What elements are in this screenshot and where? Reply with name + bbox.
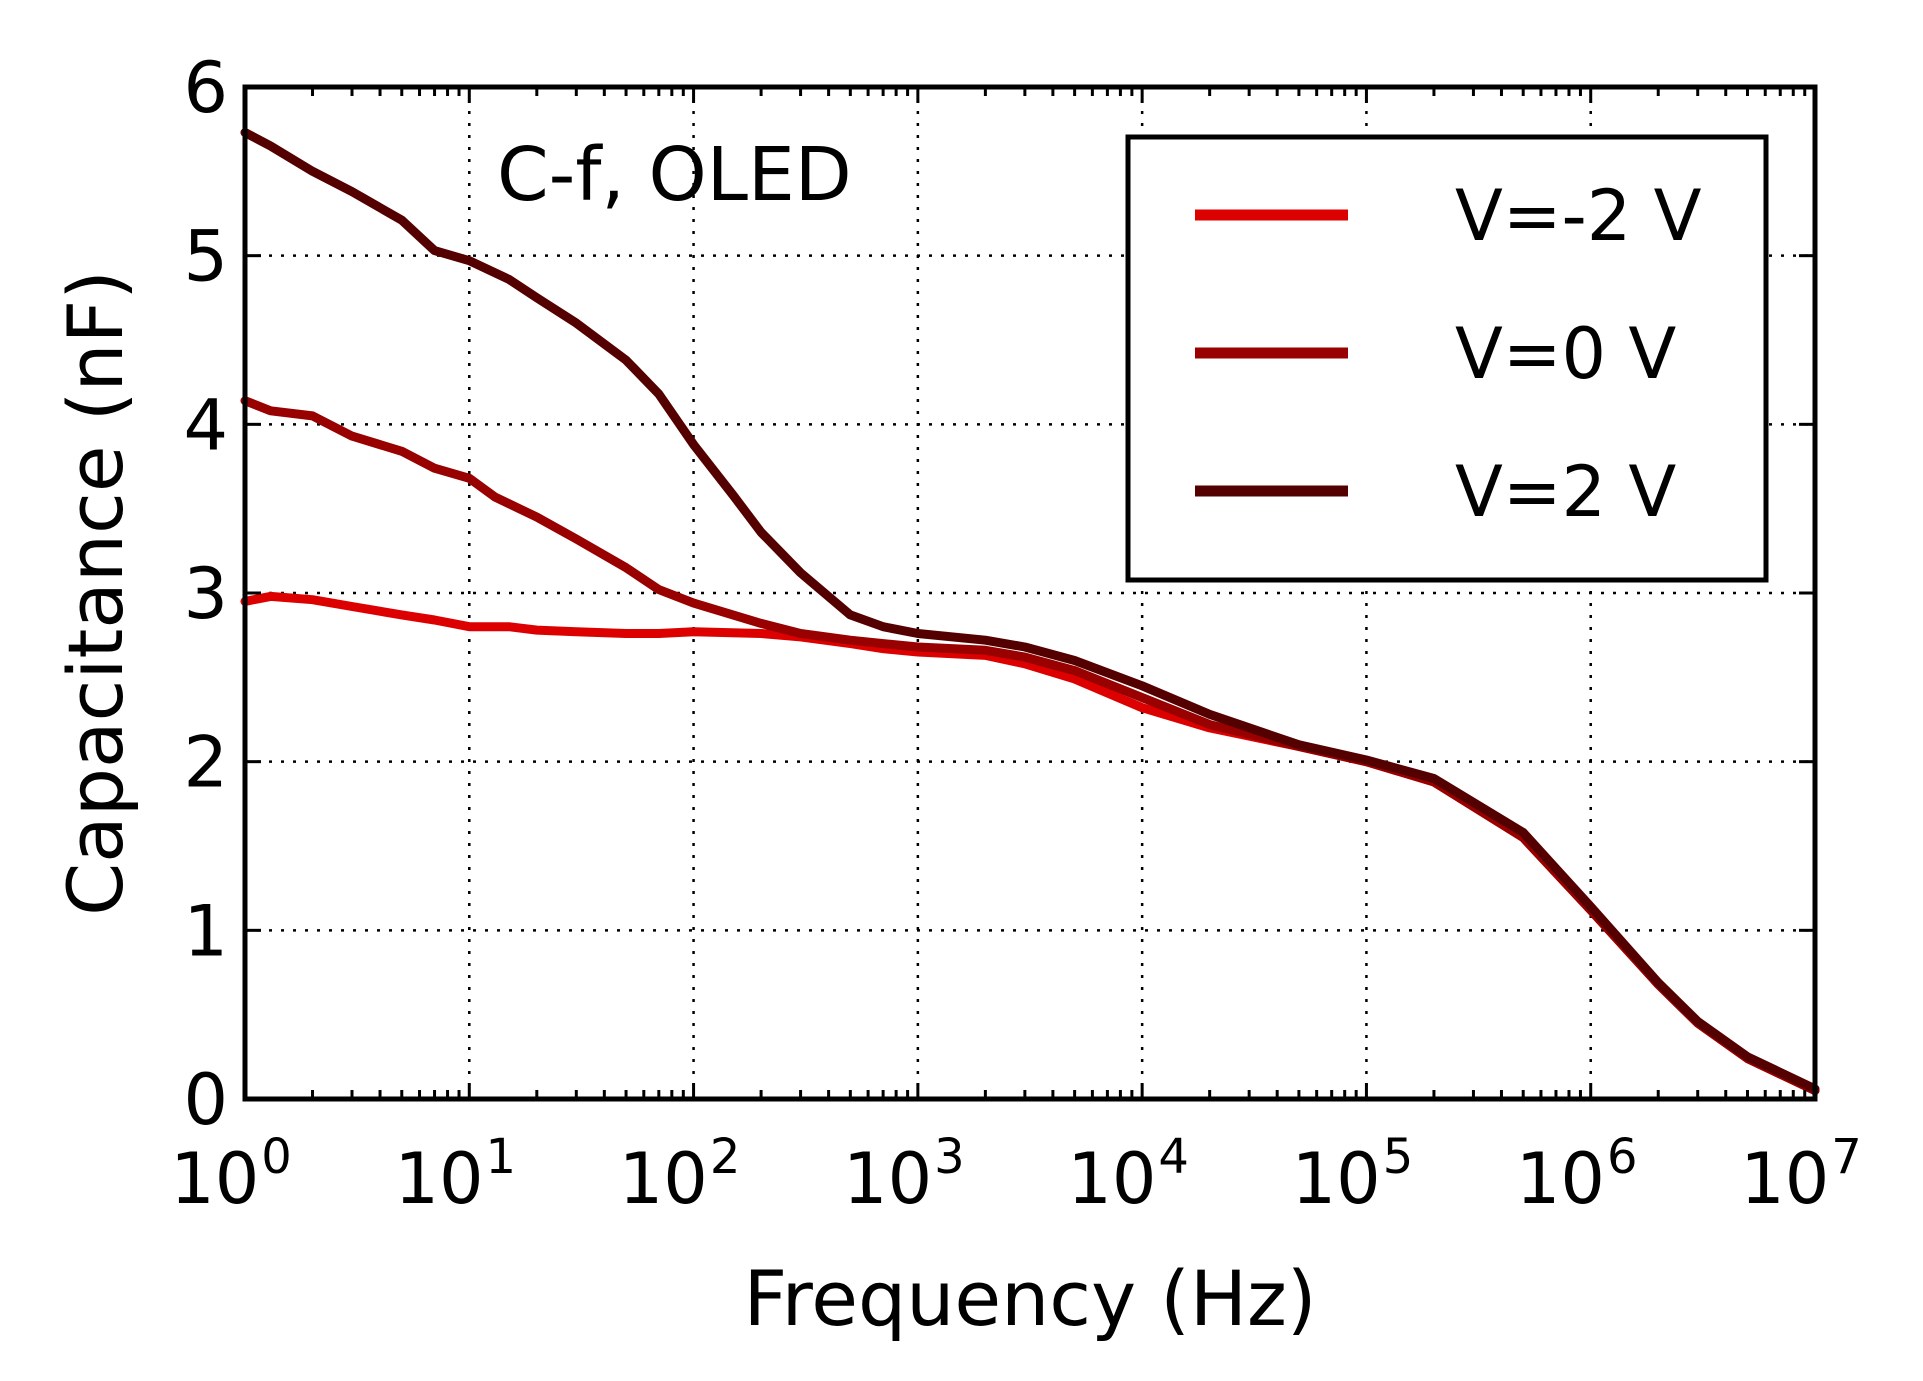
x-tick-exponent: 0	[261, 1129, 292, 1185]
x-tick-label: 100	[170, 1129, 292, 1220]
x-tick-label: 107	[1740, 1129, 1862, 1220]
axis-ticks	[243, 85, 1817, 1101]
series-line-2	[240, 128, 1820, 1094]
legend-label-0: V=-2 V	[1455, 175, 1702, 257]
chart-annotation: C-f, OLED	[497, 132, 852, 218]
x-tick-exponent: 4	[1158, 1129, 1189, 1185]
y-tick-label: 2	[183, 722, 228, 804]
legend-label-2: V=2 V	[1455, 451, 1676, 533]
x-tick-base: 10	[1516, 1138, 1605, 1220]
x-tick-exponent: 7	[1831, 1129, 1862, 1185]
x-tick-base: 10	[843, 1138, 932, 1220]
series-lines	[240, 128, 1820, 1096]
x-tick-label: 106	[1516, 1129, 1638, 1220]
x-axis-label: Frequency (Hz)	[743, 1254, 1316, 1343]
y-tick-label: 1	[183, 890, 228, 972]
x-tick-label: 104	[1067, 1129, 1189, 1220]
x-tick-base: 10	[170, 1138, 259, 1220]
x-tick-base: 10	[1292, 1138, 1381, 1220]
legend: V=-2 V V=0 V V=2 V	[1125, 134, 1769, 583]
y-tick-label: 5	[183, 216, 228, 298]
x-tick-label: 103	[843, 1129, 965, 1220]
x-tick-label: 105	[1292, 1129, 1414, 1220]
y-tick-label: 4	[183, 384, 228, 466]
x-tick-base: 10	[619, 1138, 708, 1220]
y-tick-label: 0	[183, 1059, 228, 1141]
y-axis-label: Capacitance (nF)	[51, 270, 140, 916]
x-tick-exponent: 6	[1607, 1129, 1638, 1185]
x-tick-label: 102	[619, 1129, 741, 1220]
legend-label-1: V=0 V	[1455, 313, 1676, 395]
x-tick-exponent: 1	[486, 1129, 517, 1185]
x-tick-base: 10	[1740, 1138, 1829, 1220]
x-tick-exponent: 5	[1383, 1129, 1414, 1185]
x-tick-exponent: 3	[934, 1129, 965, 1185]
x-tick-base: 10	[1067, 1138, 1156, 1220]
x-tick-label: 101	[394, 1129, 516, 1220]
y-tick-label: 3	[183, 553, 228, 635]
x-tick-base: 10	[394, 1138, 483, 1220]
y-tick-label: 6	[183, 47, 228, 129]
x-tick-exponent: 2	[710, 1129, 741, 1185]
x-tick-labels: 100 101 102 103 104 105 106 107	[170, 1129, 1862, 1220]
y-tick-labels: 0 1 2 3 4 5 6	[183, 47, 228, 1141]
